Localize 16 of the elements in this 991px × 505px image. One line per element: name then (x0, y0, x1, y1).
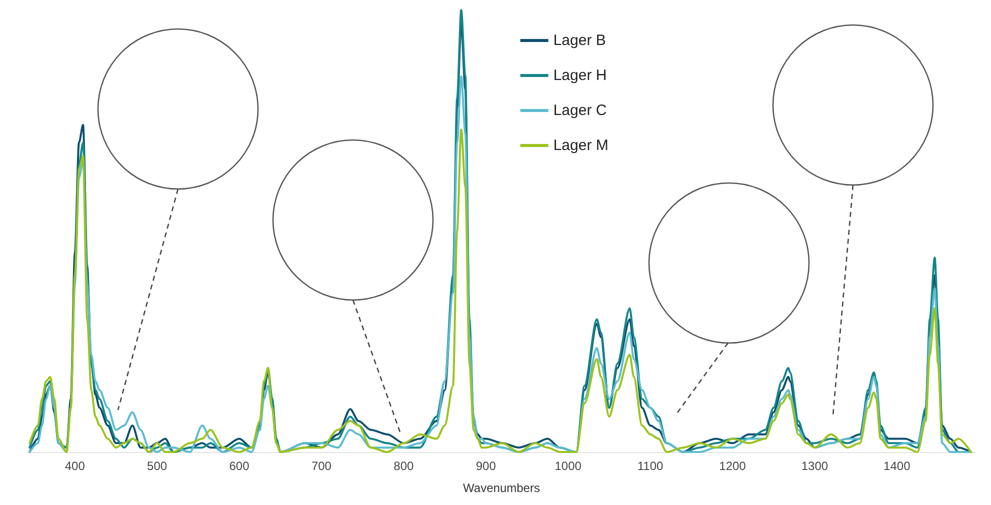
x-tick-label: 400 (64, 459, 86, 473)
x-tick-label: 1000 (554, 459, 582, 473)
legend-label: Lager B (553, 32, 606, 49)
legend-label: Lager C (553, 102, 607, 119)
x-tick-label: 1300 (801, 459, 828, 473)
x-tick-label: 800 (394, 459, 414, 473)
x-axis-title: Wavenumbers (463, 481, 540, 495)
x-tick-label: 700 (311, 459, 332, 473)
legend-label: Lager H (553, 67, 607, 84)
x-tick-label: 1200 (719, 459, 746, 473)
x-tick-label: 1100 (637, 459, 664, 473)
legend-label: Lager M (553, 137, 608, 154)
x-tick-label: 600 (229, 459, 250, 473)
x-tick-label: 500 (147, 459, 168, 473)
x-tick-label: 900 (476, 459, 496, 473)
x-tick-label: 1400 (884, 459, 911, 473)
